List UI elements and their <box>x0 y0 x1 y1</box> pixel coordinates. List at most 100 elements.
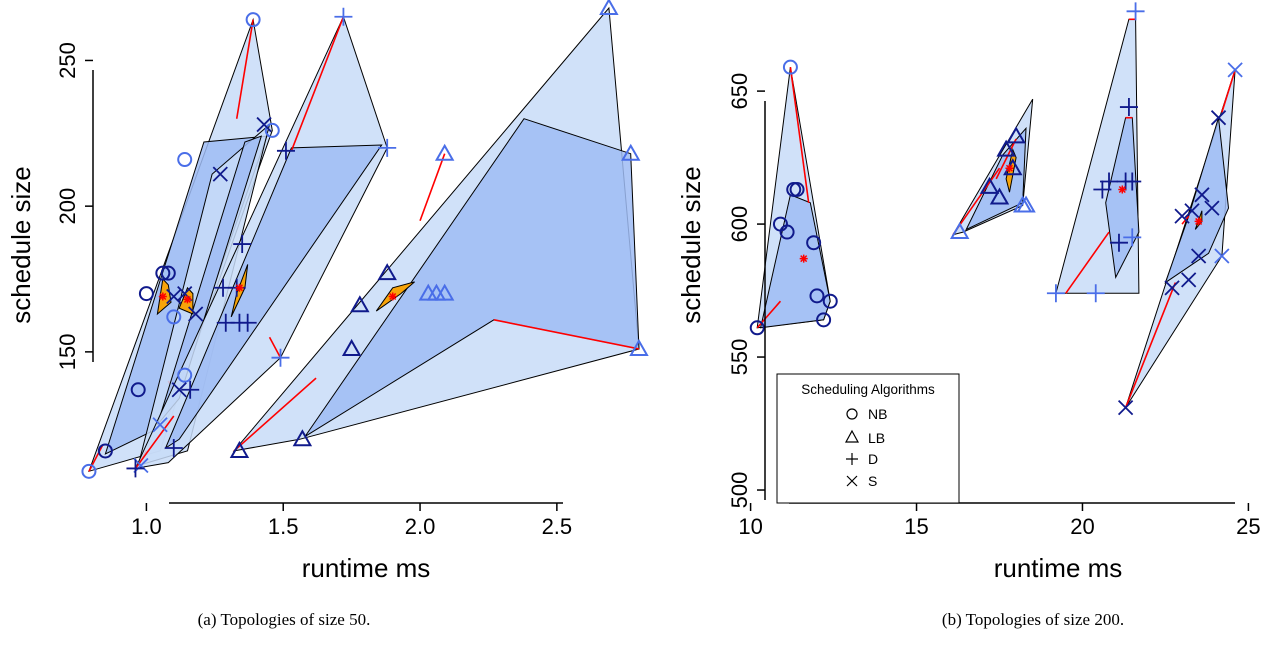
triangle-marker <box>377 263 397 281</box>
triangle-marker <box>434 143 455 161</box>
plus-marker <box>181 380 200 399</box>
red-link-line <box>493 319 640 350</box>
legend-cross-icon <box>846 475 858 487</box>
cross-marker <box>171 382 187 398</box>
triangle-marker <box>292 429 313 447</box>
triangle-marker <box>1016 195 1036 213</box>
x-tick-label: 2.0 <box>405 514 436 539</box>
legend-box <box>776 373 960 504</box>
mean-asterisk-marker <box>235 283 244 292</box>
circle-marker <box>809 288 825 304</box>
panel-a: 150 200 250 1.0 1.5 2.0 2.5 runtime ms schedu… <box>6 0 649 629</box>
plus-marker <box>334 7 353 26</box>
x-tick-label: 1.5 <box>268 514 299 539</box>
panel-a-y-ticks: 150 200 250 <box>55 42 93 370</box>
legend-circle-icon <box>846 408 858 420</box>
triangle-marker <box>621 143 641 161</box>
triangle-marker <box>229 440 250 458</box>
mean-asterisk-marker <box>158 292 167 301</box>
triangle-marker <box>979 176 1000 194</box>
legend-entry-d: D <box>846 451 878 467</box>
circle-marker <box>166 309 182 325</box>
red-link-line <box>134 415 175 469</box>
circle-marker <box>155 265 171 281</box>
plus-marker <box>378 138 397 157</box>
x-tick-label: 1.0 <box>131 514 162 539</box>
panel-b-group-2 <box>951 98 1034 236</box>
cross-marker <box>1181 272 1197 288</box>
plus-marker <box>1100 172 1119 191</box>
circle-marker <box>130 382 146 398</box>
panel-a-group-3 <box>134 15 388 470</box>
mean-asterisk-marker <box>388 292 397 301</box>
triangle-marker <box>629 338 649 356</box>
plus-marker <box>1123 172 1142 191</box>
plus-marker <box>164 439 183 458</box>
plus-marker <box>126 459 145 478</box>
red-link-line <box>1124 282 1177 408</box>
panel-a-group-4 <box>232 6 640 452</box>
red-link-line <box>1065 231 1110 294</box>
legend-triangle-icon <box>844 429 860 443</box>
circle-marker <box>245 12 261 28</box>
cross-marker <box>152 417 168 433</box>
panel-b-caption: (b) Topologies of size 200. <box>942 610 1124 629</box>
inner-hull <box>304 118 640 437</box>
circle-marker <box>749 320 765 336</box>
panel-b-clip-area <box>749 2 1243 416</box>
mean-asterisk-marker <box>1118 185 1127 194</box>
x-tick-label: 10 <box>738 514 762 539</box>
plus-marker <box>1046 284 1065 303</box>
cross-marker <box>1227 62 1243 78</box>
panel-a-caption: (a) Topologies of size 50. <box>198 610 371 629</box>
red-link-line <box>268 336 282 359</box>
x-tick-label: 15 <box>904 514 928 539</box>
plus-marker <box>238 313 257 332</box>
circle-marker <box>779 224 795 240</box>
red-link-line <box>290 16 345 152</box>
panel-a-y-axis-title: schedule size <box>6 166 36 324</box>
triangle-marker <box>599 0 619 15</box>
circle-marker <box>81 463 97 479</box>
y-tick-label: 650 <box>727 73 752 110</box>
circle-marker <box>806 235 822 251</box>
y-tick-label: 550 <box>727 339 752 376</box>
cross-marker <box>1210 110 1227 126</box>
panel-a-x-axis-title: runtime ms <box>302 553 431 583</box>
panel-a-group-2 <box>137 123 271 467</box>
inner-hull <box>759 194 831 329</box>
circle-marker <box>138 286 154 302</box>
cross-marker <box>256 116 272 133</box>
x-tick-label: 25 <box>1236 514 1260 539</box>
mean-asterisk-marker <box>799 254 808 263</box>
x-tick-label: 2.5 <box>542 514 573 539</box>
plus-marker <box>1126 2 1145 21</box>
panel-a-x-ticks: 1.0 1.5 2.0 2.5 <box>131 503 572 539</box>
legend-title: Scheduling Algorithms <box>801 382 935 397</box>
red-link-line <box>952 167 1001 236</box>
red-link-line <box>995 138 1017 180</box>
cross-marker <box>1190 248 1207 264</box>
cross-marker <box>1194 187 1210 203</box>
triangle-marker <box>996 139 1016 157</box>
plus-marker <box>1109 233 1128 252</box>
triangle-marker <box>434 283 455 301</box>
cross-marker <box>1174 208 1190 224</box>
plus-marker <box>1086 284 1105 303</box>
plus-marker <box>276 141 295 160</box>
circle-marker <box>782 59 798 75</box>
cross-marker <box>188 306 204 322</box>
cross-marker <box>212 166 228 182</box>
cross-marker <box>1164 280 1180 296</box>
inner-hull <box>965 126 1027 231</box>
panel-a-clip-area <box>81 0 649 479</box>
panel-b-x-axis-title: runtime ms <box>994 553 1123 583</box>
legend: Scheduling Algorithms NB LB D S <box>776 373 960 504</box>
y-tick-label: 500 <box>727 472 752 509</box>
cross-marker <box>1184 203 1200 219</box>
circle-marker <box>816 312 832 328</box>
y-tick-label: 200 <box>55 188 80 225</box>
circle-marker <box>177 367 193 383</box>
cross-marker <box>1204 200 1220 216</box>
